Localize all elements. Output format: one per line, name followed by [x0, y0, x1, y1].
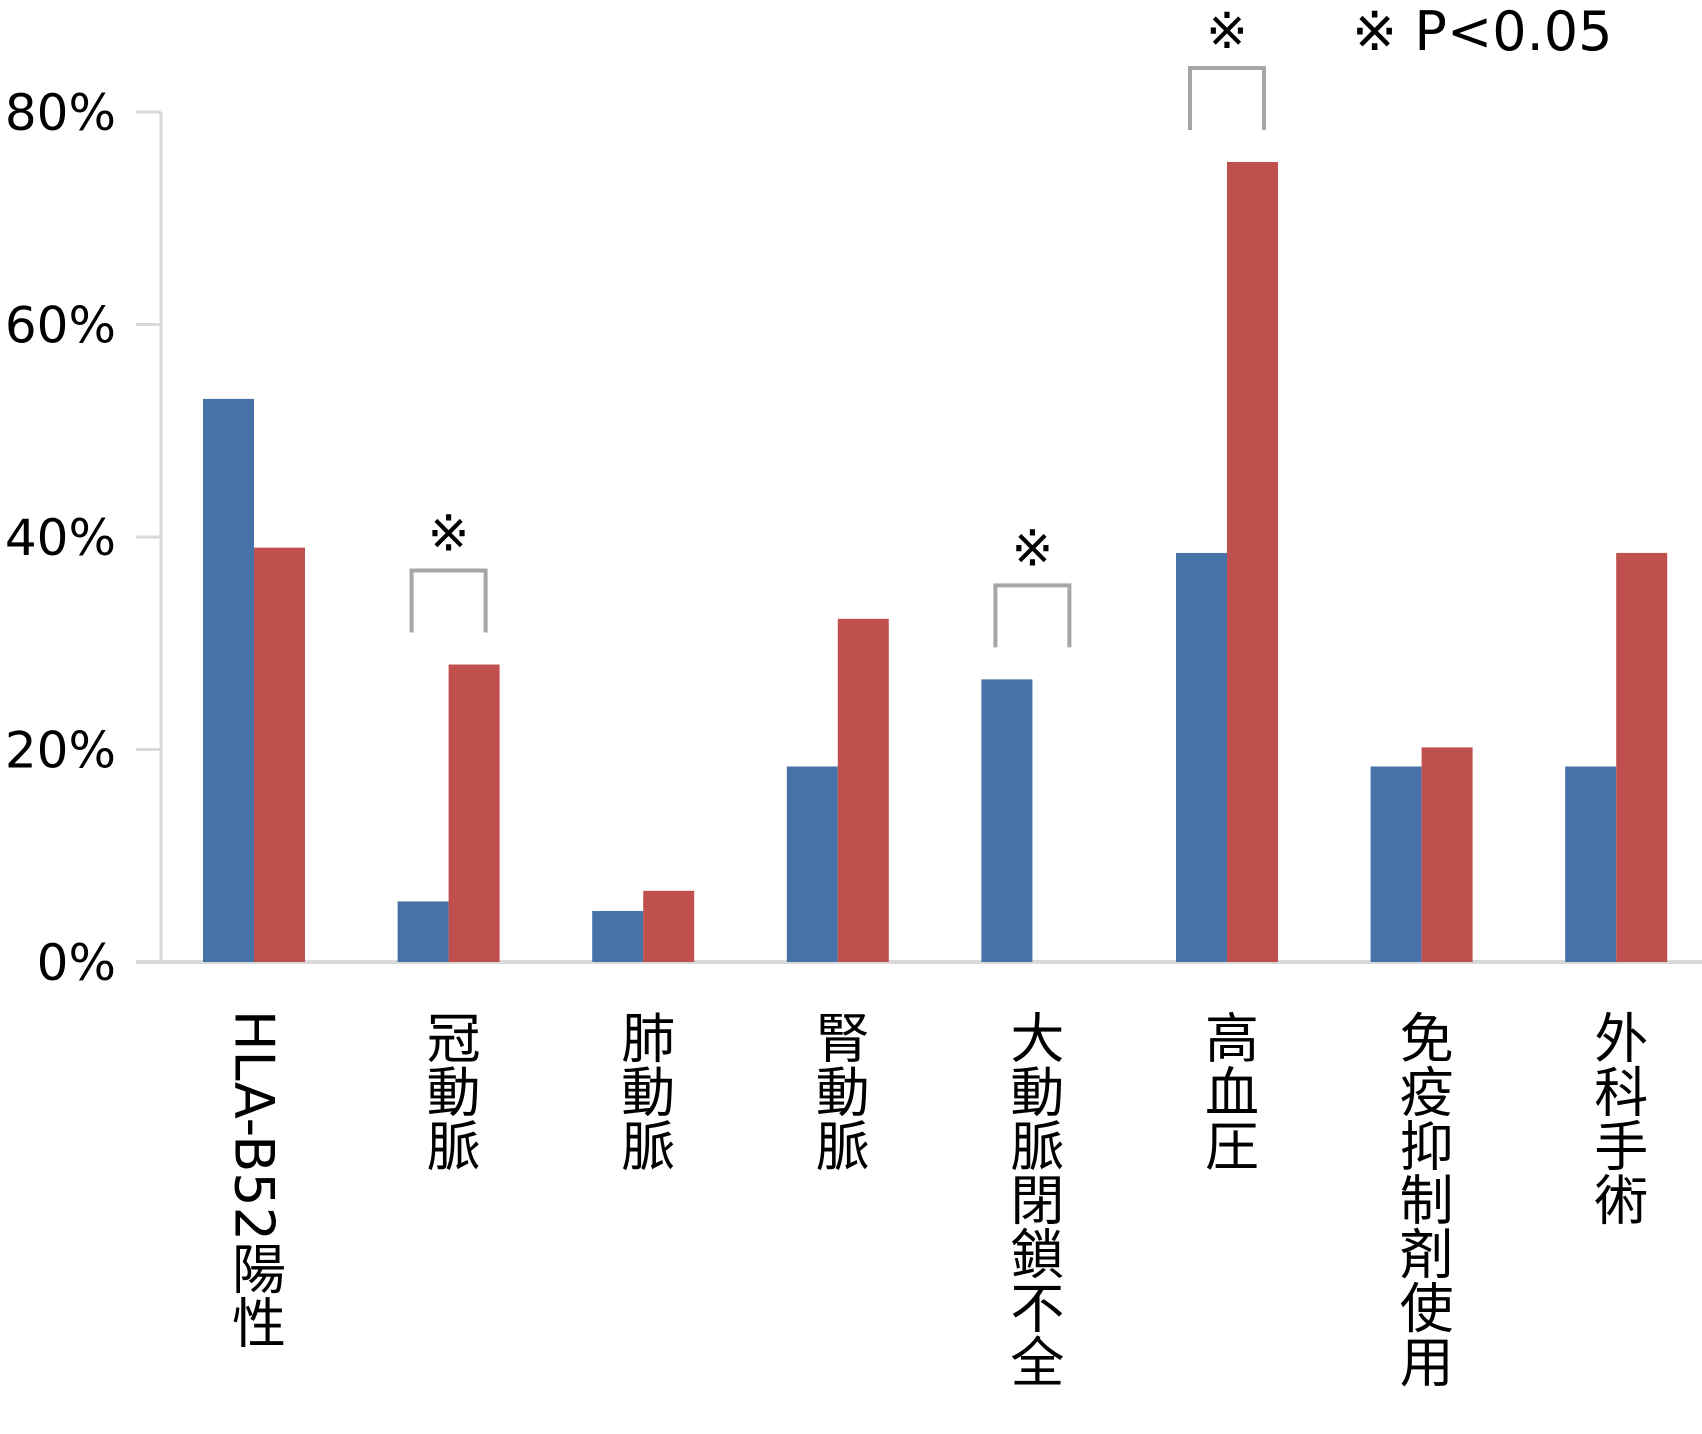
- x-tick-label: 腎動脈: [806, 1010, 869, 1172]
- y-tick-label: 80%: [5, 84, 116, 142]
- significance-bracket: [1188, 65, 1266, 130]
- x-tick-label: 免疫抑制剤使用: [1390, 1010, 1453, 1388]
- y-tick-label: 40%: [5, 509, 116, 567]
- significance-legend: ※ P<0.05: [1352, 0, 1612, 63]
- x-tick-label: 外科手術: [1585, 1010, 1648, 1226]
- x-tick-label: 高血圧: [1196, 1010, 1259, 1172]
- bar-red: [448, 664, 500, 962]
- bar-red: [837, 618, 889, 962]
- bar-blue: [397, 901, 449, 962]
- x-tick-label: 肺動脈: [612, 1010, 675, 1172]
- y-tick-label: 60%: [5, 297, 116, 355]
- bar-blue: [592, 911, 644, 962]
- bar-blue: [1370, 766, 1422, 962]
- bar-red: [1421, 747, 1473, 962]
- bar-red: [1227, 161, 1278, 962]
- x-tick-label: HLA-B52陽性: [223, 1010, 286, 1349]
- y-tick-label: 20%: [5, 722, 116, 780]
- bar-blue: [786, 766, 838, 962]
- significance-marker: ※: [1206, 2, 1248, 60]
- y-tick-label: 0%: [37, 934, 116, 992]
- bar-red: [254, 547, 305, 962]
- bar-blue: [203, 398, 254, 962]
- significance-bracket: [409, 568, 488, 633]
- significance-marker: ※: [428, 505, 470, 563]
- bar-red: [643, 890, 695, 962]
- x-tick-label: 冠動脈: [417, 1010, 480, 1172]
- significance-marker: ※: [1011, 519, 1053, 577]
- bar-blue: [981, 679, 1033, 962]
- bar-red: [1616, 552, 1668, 962]
- bar-blue: [1176, 552, 1227, 962]
- significance-bracket: [993, 583, 1072, 648]
- bar-blue: [1565, 766, 1617, 962]
- x-tick-label: 大動脈閉鎖不全: [1001, 1010, 1064, 1388]
